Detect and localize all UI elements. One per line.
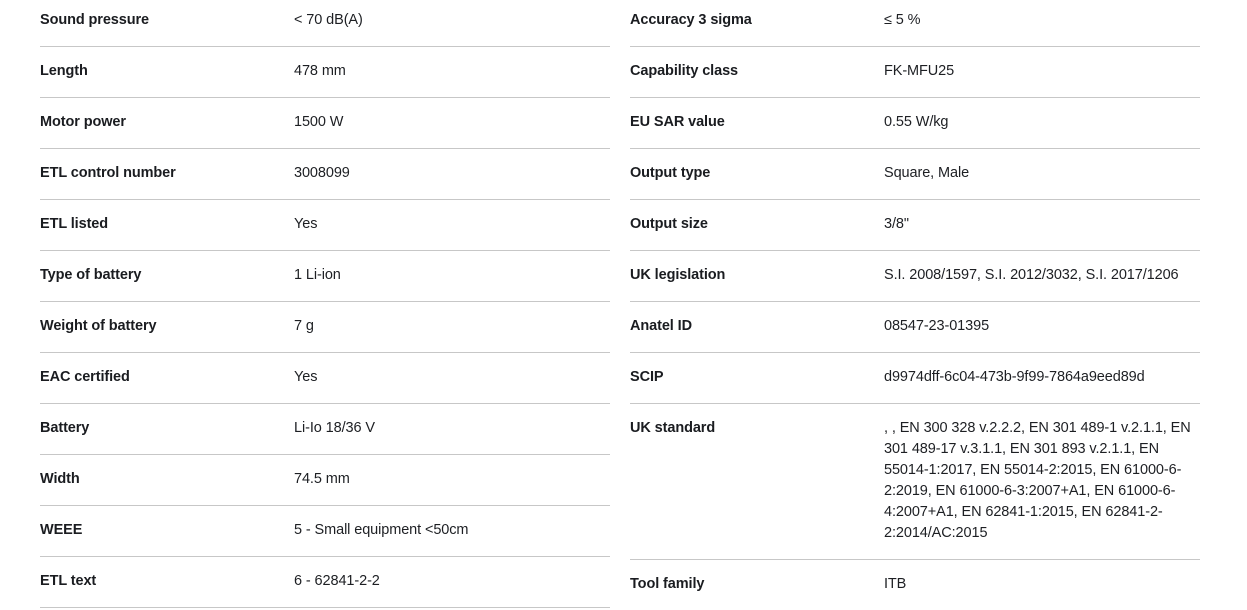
spec-label: ETL listed [40, 216, 109, 232]
spec-value: 3/8" [884, 216, 909, 232]
spec-value: Li-Io 18/36 V [294, 420, 375, 436]
spec-row-weight-of-battery: Weight of battery 7 g [40, 302, 610, 353]
spec-row-scip: SCIP d9974dff-6c04-473b-9f99-7864a9eed89… [630, 353, 1200, 404]
spec-label: Battery [40, 420, 90, 436]
spec-label: Length [40, 63, 88, 79]
spec-value: 1 Li-ion [294, 267, 341, 283]
spec-row-anatel-id: Anatel ID 08547-23-01395 [630, 302, 1200, 353]
spec-row-type-of-battery: Type of battery 1 Li-ion [40, 251, 610, 302]
spec-label: WEEE [40, 522, 83, 538]
spec-row-etl-text: ETL text 6 - 62841-2-2 [40, 557, 610, 608]
spec-row-weee: WEEE 5 - Small equipment <50cm [40, 506, 610, 557]
spec-value: d9974dff-6c04-473b-9f99-7864a9eed89d [884, 369, 1145, 385]
spec-row-etl-listed: ETL listed Yes [40, 200, 610, 251]
spec-label: ETL text [40, 573, 97, 589]
spec-row-accuracy-3-sigma: Accuracy 3 sigma ≤ 5 % [630, 0, 1200, 47]
spec-value: 5 - Small equipment <50cm [294, 522, 469, 538]
specs-table-right: Accuracy 3 sigma ≤ 5 % Capability class … [630, 0, 1200, 610]
spec-row-capability-class: Capability class FK-MFU25 [630, 47, 1200, 98]
spec-row-etl-control-number: ETL control number 3008099 [40, 149, 610, 200]
spec-value: S.I. 2008/1597, S.I. 2012/3032, S.I. 201… [884, 267, 1179, 283]
spec-value: 3008099 [294, 165, 350, 181]
spec-label: Output size [630, 216, 708, 232]
spec-value: < 70 dB(A) [294, 12, 363, 28]
spec-value: , , EN 300 328 v.2.2.2, EN 301 489-1 v.2… [884, 420, 1191, 541]
spec-row-length: Length 478 mm [40, 47, 610, 98]
spec-row-battery: Battery Li-Io 18/36 V [40, 404, 610, 455]
spec-label: UK legislation [630, 267, 726, 283]
spec-label: Capability class [630, 63, 739, 79]
spec-label: Weight of battery [40, 318, 157, 334]
spec-label: Output type [630, 165, 711, 181]
spec-row-motor-power: Motor power 1500 W [40, 98, 610, 149]
spec-label: Tool family [630, 576, 705, 592]
spec-row-output-type: Output type Square, Male [630, 149, 1200, 200]
spec-label: Type of battery [40, 267, 142, 283]
spec-row-eu-sar-value: EU SAR value 0.55 W/kg [630, 98, 1200, 149]
spec-value: ITB [884, 576, 907, 592]
spec-label: Sound pressure [40, 12, 149, 28]
spec-value: 74.5 mm [294, 471, 350, 487]
spec-row-uk-standard: UK standard , , EN 300 328 v.2.2.2, EN 3… [630, 404, 1200, 560]
spec-label: Width [40, 471, 80, 487]
spec-label: Motor power [40, 114, 126, 130]
spec-row-sound-pressure: Sound pressure < 70 dB(A) [40, 0, 610, 47]
spec-value: Square, Male [884, 165, 970, 181]
spec-value: 0.55 W/kg [884, 114, 949, 130]
spec-value: FK-MFU25 [884, 63, 955, 79]
spec-row-tool-family: Tool family ITB [630, 560, 1200, 610]
spec-row-output-size: Output size 3/8" [630, 200, 1200, 251]
spec-label: ETL control number [40, 165, 176, 181]
spec-value: 478 mm [294, 63, 346, 79]
spec-value: 6 - 62841-2-2 [294, 573, 380, 589]
spec-value: Yes [294, 369, 318, 385]
spec-label: EU SAR value [630, 114, 725, 130]
spec-value: 08547-23-01395 [884, 318, 990, 334]
spec-label: Anatel ID [630, 318, 692, 334]
spec-label: UK standard [630, 420, 716, 436]
spec-row-width: Width 74.5 mm [40, 455, 610, 506]
spec-label: EAC certified [40, 369, 130, 385]
spec-row-eac-certified: EAC certified Yes [40, 353, 610, 404]
spec-value: 1500 W [294, 114, 344, 130]
spec-value: 7 g [294, 318, 314, 334]
spec-label: Accuracy 3 sigma [630, 12, 752, 28]
spec-value: ≤ 5 % [884, 12, 921, 28]
spec-value: Yes [294, 216, 318, 232]
spec-row-uk-legislation: UK legislation S.I. 2008/1597, S.I. 2012… [630, 251, 1200, 302]
spec-label: SCIP [630, 369, 664, 385]
specs-table-left: Sound pressure < 70 dB(A) Length 478 mm … [40, 0, 610, 610]
